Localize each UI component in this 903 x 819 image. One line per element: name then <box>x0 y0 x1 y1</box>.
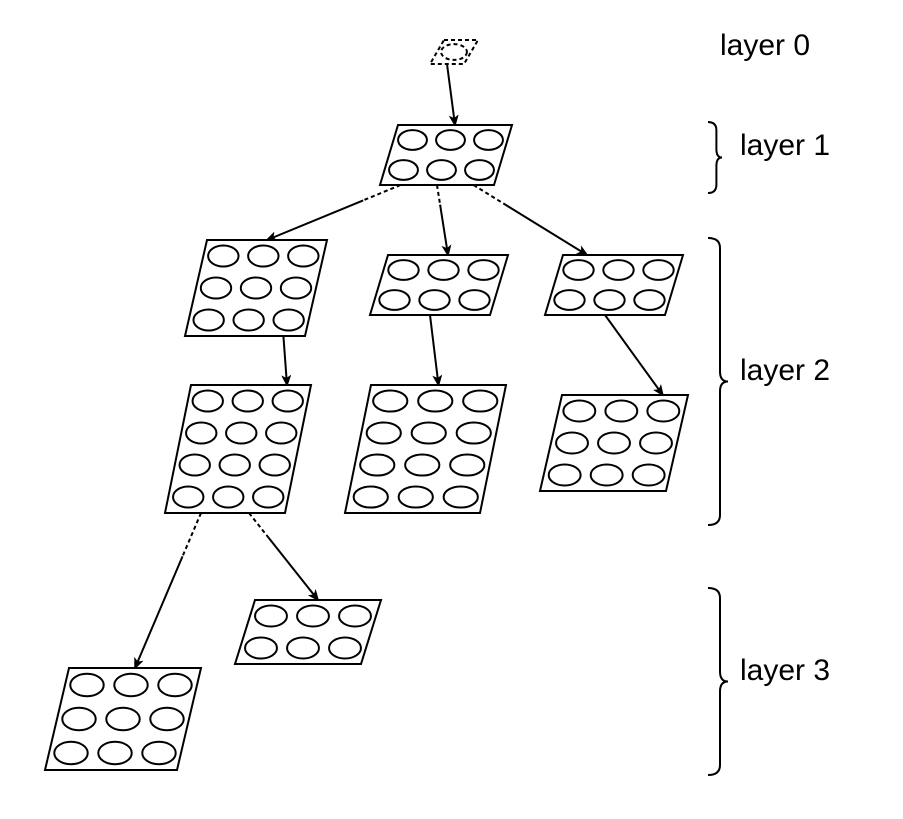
edge <box>267 200 363 240</box>
label-layer-2: layer 2 <box>740 354 830 387</box>
edge <box>605 315 663 395</box>
node-n2d <box>165 385 311 513</box>
node-n2b <box>370 255 508 315</box>
node-n2e <box>345 385 506 513</box>
edge <box>447 64 455 125</box>
node-frame <box>45 668 201 770</box>
node-n3a <box>235 600 381 664</box>
edge-dashed <box>183 513 201 556</box>
layer-bracket <box>708 588 728 775</box>
node-frame <box>345 385 506 513</box>
edge <box>505 205 587 255</box>
edge <box>268 537 318 600</box>
label-layer-0: layer 0 <box>720 29 810 62</box>
node-n2a <box>185 240 327 336</box>
edge-dashed <box>473 185 505 205</box>
nodes-layer <box>45 40 688 770</box>
node-n3b <box>45 668 201 770</box>
edge <box>135 556 183 668</box>
node-n0 <box>430 40 478 64</box>
diagram-canvas: layer 0 layer 1 layer 2 layer 3 <box>0 0 903 819</box>
node-frame <box>185 240 327 336</box>
brackets-layer <box>708 122 728 775</box>
edge <box>430 315 439 385</box>
labels-layer: layer 0 layer 1 layer 2 layer 3 <box>720 29 830 687</box>
node-frame <box>540 395 688 491</box>
label-layer-3: layer 3 <box>740 654 830 687</box>
node-n2c <box>545 255 683 315</box>
edge <box>440 205 448 255</box>
label-layer-1: layer 1 <box>740 129 830 162</box>
node-frame <box>165 385 311 513</box>
layer-bracket <box>708 238 728 525</box>
node-n1 <box>380 125 512 185</box>
edge-dashed <box>249 513 268 537</box>
edge-dashed <box>437 185 440 205</box>
edge-dashed <box>363 185 400 200</box>
node-n2f <box>540 395 688 491</box>
layer-bracket <box>708 122 722 193</box>
edge <box>283 336 287 385</box>
